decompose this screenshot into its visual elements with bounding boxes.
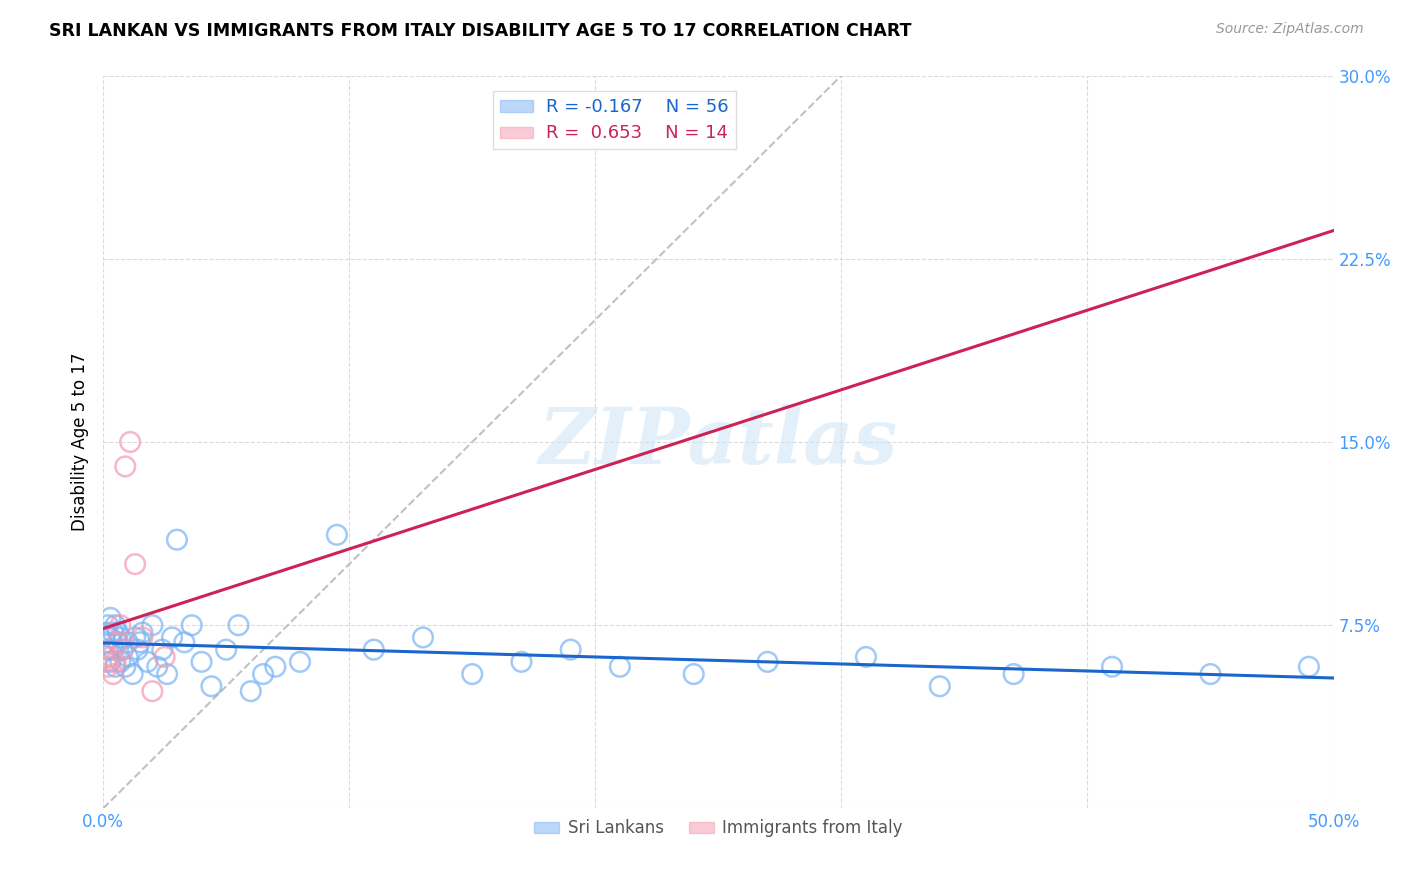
Point bbox=[117, 635, 139, 649]
Point bbox=[150, 642, 173, 657]
Point bbox=[104, 659, 127, 673]
Point bbox=[288, 655, 311, 669]
Point bbox=[928, 679, 950, 693]
Point bbox=[101, 625, 124, 640]
Point bbox=[104, 618, 127, 632]
Point bbox=[110, 618, 132, 632]
Point bbox=[110, 655, 132, 669]
Point bbox=[94, 655, 117, 669]
Point bbox=[215, 642, 238, 657]
Point bbox=[412, 631, 434, 645]
Point bbox=[136, 655, 159, 669]
Y-axis label: Disability Age 5 to 17: Disability Age 5 to 17 bbox=[72, 352, 89, 532]
Point bbox=[101, 667, 124, 681]
Text: Source: ZipAtlas.com: Source: ZipAtlas.com bbox=[1216, 22, 1364, 37]
Point bbox=[124, 557, 146, 571]
Point bbox=[101, 642, 124, 657]
Point bbox=[252, 667, 274, 681]
Point bbox=[264, 659, 287, 673]
Point bbox=[180, 618, 202, 632]
Point bbox=[363, 642, 385, 657]
Point bbox=[1298, 659, 1320, 673]
Point bbox=[141, 618, 163, 632]
Point bbox=[114, 659, 136, 673]
Point bbox=[100, 631, 122, 645]
Point bbox=[107, 625, 129, 640]
Point bbox=[560, 642, 582, 657]
Point bbox=[94, 625, 117, 640]
Point bbox=[609, 659, 631, 673]
Point bbox=[173, 635, 195, 649]
Point bbox=[117, 650, 139, 665]
Point bbox=[111, 642, 134, 657]
Point bbox=[166, 533, 188, 547]
Point bbox=[111, 642, 134, 657]
Point bbox=[190, 655, 212, 669]
Point bbox=[141, 684, 163, 698]
Point bbox=[110, 631, 132, 645]
Point bbox=[129, 635, 152, 649]
Point bbox=[160, 631, 183, 645]
Point bbox=[1199, 667, 1222, 681]
Point bbox=[97, 659, 120, 673]
Point bbox=[100, 655, 122, 669]
Text: SRI LANKAN VS IMMIGRANTS FROM ITALY DISABILITY AGE 5 TO 17 CORRELATION CHART: SRI LANKAN VS IMMIGRANTS FROM ITALY DISA… bbox=[49, 22, 911, 40]
Text: ZIPatlas: ZIPatlas bbox=[538, 404, 898, 480]
Point bbox=[461, 667, 484, 681]
Point bbox=[326, 528, 349, 542]
Point bbox=[1002, 667, 1025, 681]
Point bbox=[156, 667, 179, 681]
Point bbox=[97, 618, 120, 632]
Point bbox=[97, 642, 120, 657]
Point bbox=[94, 635, 117, 649]
Point bbox=[228, 618, 250, 632]
Point bbox=[239, 684, 262, 698]
Point bbox=[131, 631, 153, 645]
Point bbox=[146, 659, 169, 673]
Point bbox=[100, 611, 122, 625]
Point bbox=[756, 655, 779, 669]
Point bbox=[200, 679, 222, 693]
Legend: Sri Lankans, Immigrants from Italy: Sri Lankans, Immigrants from Italy bbox=[527, 813, 910, 844]
Point bbox=[114, 459, 136, 474]
Point bbox=[153, 650, 176, 665]
Point bbox=[1101, 659, 1123, 673]
Point bbox=[104, 655, 127, 669]
Point bbox=[510, 655, 533, 669]
Point bbox=[107, 635, 129, 649]
Point bbox=[120, 434, 142, 449]
Point bbox=[127, 642, 149, 657]
Point bbox=[131, 625, 153, 640]
Point bbox=[682, 667, 704, 681]
Point bbox=[124, 631, 146, 645]
Point bbox=[107, 635, 129, 649]
Point bbox=[100, 650, 122, 665]
Point bbox=[855, 650, 877, 665]
Point bbox=[121, 667, 143, 681]
